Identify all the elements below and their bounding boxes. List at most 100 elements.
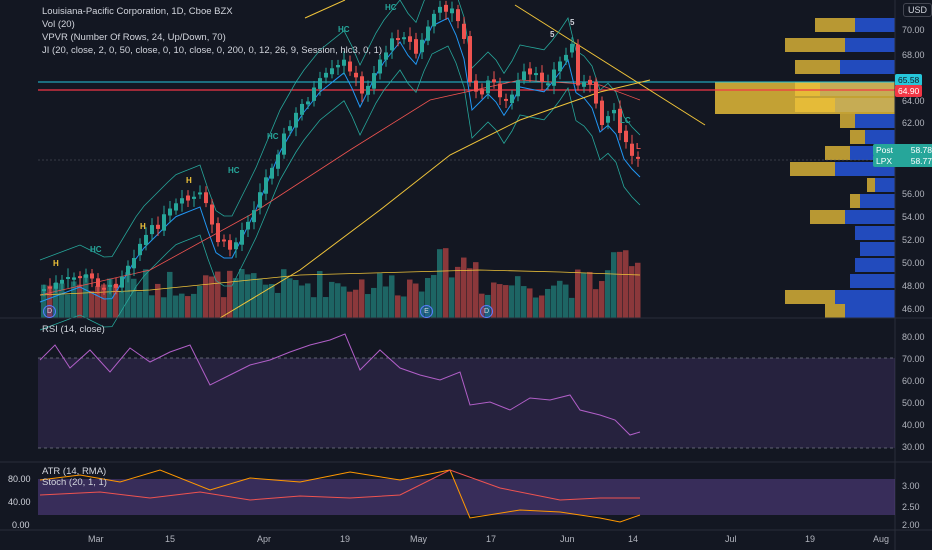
time-tick: Jun: [560, 534, 575, 544]
candle-body: [138, 243, 142, 256]
volume-bar: [557, 280, 563, 318]
vpvr-indicator[interactable]: VPVR (Number Of Rows, 24, Up/Down, 70): [42, 32, 226, 43]
candle-body: [594, 81, 598, 104]
ji-indicator[interactable]: JI (20, close, 2, 0, 50, close, 0, 10, c…: [42, 45, 383, 56]
volume-bar: [347, 291, 353, 318]
hc-annotation: HC: [385, 3, 397, 12]
post-value: 58.78: [910, 145, 932, 155]
time-tick: May: [410, 534, 428, 544]
last-price-tag: LPX 58.77: [873, 155, 932, 167]
vpvr-down: [785, 290, 835, 304]
ma200-line: [219, 79, 651, 319]
volume-bar: [179, 293, 185, 318]
volume-bar: [581, 272, 587, 318]
ma50-line: [39, 79, 641, 296]
vpvr-down: [867, 178, 875, 192]
volume-bar: [83, 274, 89, 318]
candle-body: [324, 72, 328, 78]
volume-bar: [95, 285, 101, 318]
price-tick: 50.00: [902, 258, 925, 268]
candle-body: [630, 143, 634, 156]
volume-bar: [275, 292, 281, 318]
candle-body: [228, 240, 232, 250]
hc-annotation: HC: [338, 25, 350, 34]
h-annotation: H: [140, 222, 146, 231]
candle-body: [192, 196, 196, 199]
atr-title[interactable]: ATR (14, RMA): [42, 466, 107, 477]
candles: [42, 0, 640, 297]
volume-bar: [239, 268, 245, 318]
candle-body: [120, 276, 124, 288]
ticker-label: LPX: [876, 156, 893, 166]
candle-body: [126, 265, 130, 275]
volume-bar: [281, 269, 287, 318]
candle-body: [96, 278, 100, 287]
candle-body: [168, 208, 172, 216]
candle-body: [564, 54, 568, 61]
hc-annotation: HC: [228, 166, 240, 175]
candle-body: [546, 83, 550, 86]
volume-bar: [77, 284, 83, 318]
stoch-tick: 0.00: [12, 520, 30, 530]
volume-bar: [371, 287, 377, 318]
vpvr-up: [845, 38, 895, 52]
volume-bar: [533, 297, 539, 318]
candle-body: [336, 64, 340, 68]
volume-bar: [113, 284, 119, 318]
vol-indicator[interactable]: Vol (20): [42, 19, 75, 30]
candle-body: [384, 52, 388, 60]
time-tick: 19: [340, 534, 351, 544]
candle-body: [606, 116, 610, 123]
volume-bar: [293, 280, 299, 318]
five-annotation: 5: [570, 18, 575, 27]
dividend-marker[interactable]: D: [43, 305, 56, 318]
volume-bar: [131, 278, 137, 318]
candle-body: [474, 80, 478, 92]
candle-body: [84, 274, 88, 278]
price-tick: 64.00: [902, 96, 925, 106]
candle-body: [288, 126, 292, 131]
volume-bar: [521, 286, 527, 318]
candle-body: [552, 69, 556, 86]
l-annotation: L: [636, 142, 641, 151]
hc-annotation: HC: [267, 132, 279, 141]
volume-bar: [377, 273, 383, 318]
vpvr-up: [860, 194, 895, 208]
candle-body: [330, 68, 334, 75]
stoch-title[interactable]: Stoch (20, 1, 1): [42, 477, 107, 488]
volume-bar: [341, 286, 347, 318]
trendline-upper: [304, 0, 346, 19]
candle-body: [432, 13, 436, 27]
volume-bar: [413, 283, 419, 318]
candle-body: [600, 100, 604, 125]
dividend-marker[interactable]: D: [480, 305, 493, 318]
volume-bar: [569, 297, 575, 318]
earnings-marker[interactable]: E: [420, 305, 433, 318]
h-annotation: H: [186, 176, 192, 185]
volume-bar: [593, 289, 599, 318]
vpvr-up: [845, 210, 895, 224]
volume-bar: [221, 297, 227, 318]
candle-body: [504, 98, 508, 101]
candle-body: [66, 277, 70, 280]
vpvr-down: [815, 18, 855, 32]
candle-body: [300, 103, 304, 115]
currency-button[interactable]: USD: [903, 3, 932, 17]
candle-body: [618, 108, 622, 133]
candle-body: [492, 79, 496, 83]
candle-body: [372, 73, 376, 89]
volume-bar: [191, 293, 197, 318]
rsi-title[interactable]: RSI (14, close): [42, 324, 105, 335]
candle-body: [420, 39, 424, 53]
rsi-line: [39, 333, 641, 436]
candle-body: [72, 277, 76, 280]
candle-body: [390, 38, 394, 51]
atr-line: [39, 469, 641, 523]
volume-bar: [215, 271, 221, 318]
candle-body: [366, 85, 370, 95]
candle-body: [510, 94, 514, 104]
candle-body: [282, 133, 286, 155]
volume-bar: [611, 252, 617, 318]
time-tick: 19: [805, 534, 816, 544]
